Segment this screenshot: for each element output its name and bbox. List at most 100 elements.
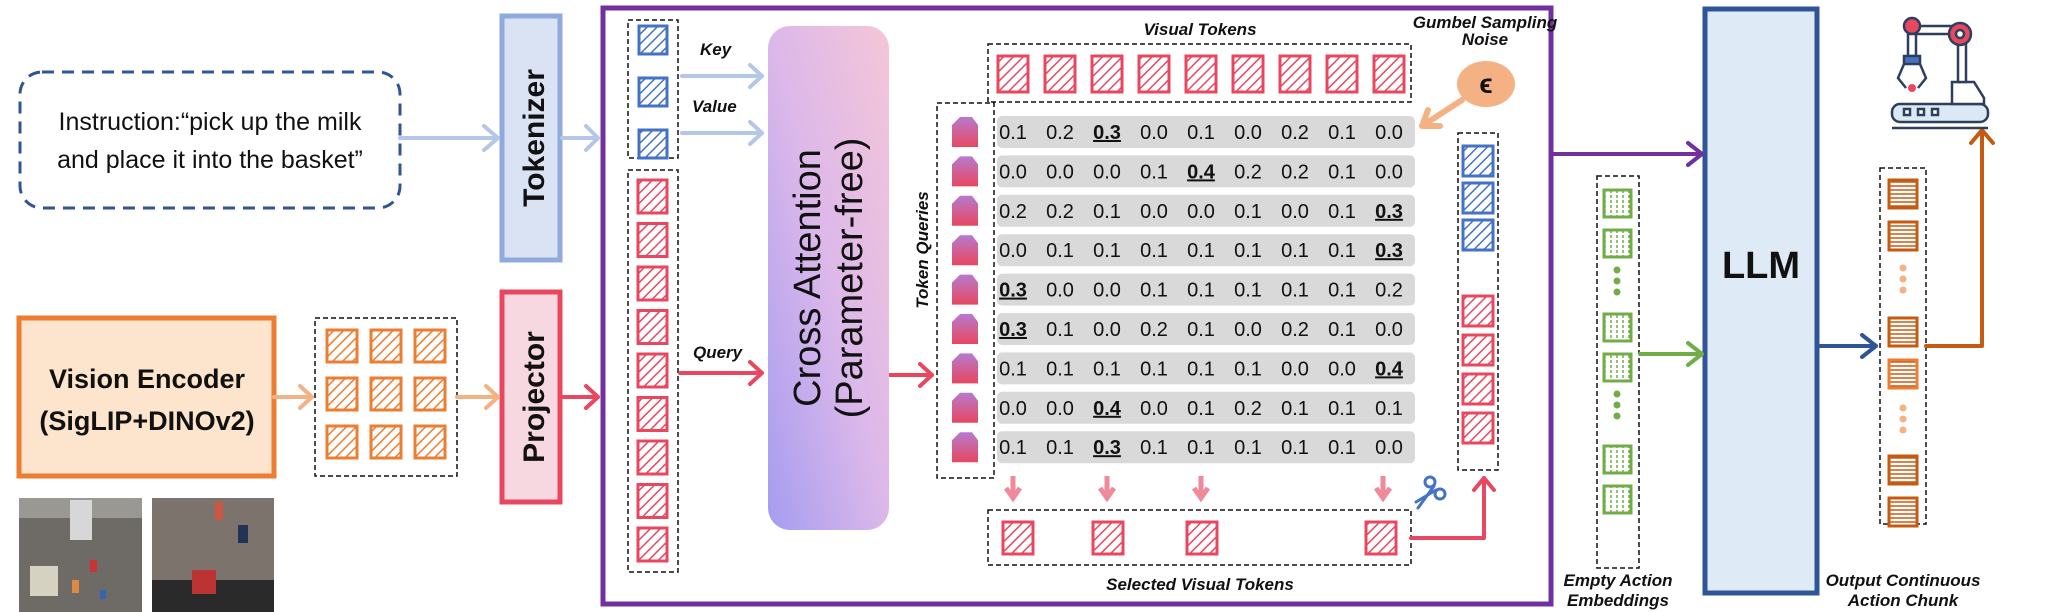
- visual-query-token: [636, 352, 669, 389]
- output-action-token: [1887, 454, 1919, 486]
- matrix-cell: 0.2: [1281, 161, 1309, 183]
- noise-arrow: [1419, 97, 1465, 129]
- empty-action-embedding: [1602, 228, 1633, 259]
- visual-token: [1043, 54, 1077, 94]
- arrows-left: [272, 124, 600, 410]
- projector-label: Projector: [518, 331, 551, 463]
- matrix-cell: 0.0: [1187, 201, 1215, 223]
- matrix-cell-max: 0.4: [1375, 358, 1404, 380]
- image-patch-token: [325, 424, 359, 460]
- token-queries-label: Token Queries: [913, 191, 932, 308]
- ellipsis-dot: [1899, 415, 1907, 423]
- image-patch-token: [413, 424, 447, 460]
- empty-action-embeddings: [1602, 188, 1633, 515]
- visual-query-token: [636, 222, 669, 258]
- selected-visual-token: [1091, 520, 1125, 556]
- visual-token: [1372, 54, 1406, 94]
- matrix-cell: 0.0: [1375, 437, 1403, 459]
- visual-tokens: [996, 54, 1406, 94]
- value-label: Value: [692, 97, 737, 116]
- instruction-box: [18, 70, 402, 210]
- image-patch-token: [413, 376, 447, 412]
- visual-token: [1184, 54, 1218, 94]
- tokenizer-block: [499, 13, 563, 263]
- image-patch-grid: [325, 328, 447, 460]
- token-query: [952, 235, 978, 266]
- empty-action-embedding: [1602, 484, 1633, 515]
- visual-query-token: [636, 396, 669, 432]
- llm-block: [1702, 6, 1820, 596]
- empty-action-embedding: [1602, 188, 1633, 219]
- matrix-cell: 0.0: [999, 161, 1027, 183]
- matrix-cell: 0.2: [1375, 280, 1403, 302]
- matrix-cell: 0.1: [1375, 398, 1403, 420]
- matrix-row: 0.1 0.2 0.3 0.0 0.1 0.0 0.2 0.1 0.0: [997, 116, 1415, 148]
- matrix-row-background: [997, 273, 1415, 306]
- matrix-cell-max: 0.3: [1375, 240, 1403, 262]
- key-label: Key: [700, 40, 733, 59]
- matrix-row: 0.0 0.1 0.1 0.1 0.1 0.1 0.1 0.1 0.3: [997, 234, 1415, 267]
- matrix-cell: 0.1: [1140, 161, 1168, 183]
- ellipsis-dot: [1613, 390, 1621, 398]
- matrix-cell: 0.1: [1328, 319, 1356, 341]
- selected-visual-token: [1461, 333, 1495, 367]
- visual-token: [1090, 54, 1124, 94]
- matrix-cell: 0.0: [1093, 280, 1121, 302]
- matrix-row: 0.2 0.2 0.1 0.0 0.0 0.1 0.0 0.1 0.3: [997, 194, 1415, 227]
- observation-image-wrist: [152, 498, 274, 612]
- text-token: [1461, 218, 1495, 252]
- selected-visual-token: [1461, 372, 1495, 406]
- token-query: [952, 274, 978, 305]
- selected-to-output-arrow: [1409, 476, 1496, 540]
- matrix-cell: 0.1: [1328, 437, 1356, 459]
- visual-token: [1278, 54, 1312, 94]
- visual-query-token: [636, 265, 669, 302]
- matrix-cell: 0.0: [1046, 280, 1074, 302]
- matrix-cell: 0.1: [1187, 280, 1215, 302]
- token-queries: [952, 117, 978, 463]
- epsilon-symbol: ϵ: [1479, 68, 1492, 99]
- matrix-cell: 0.0: [1328, 358, 1356, 380]
- matrix-cell: 0.1: [1187, 437, 1215, 459]
- arrows-right: [1551, 128, 1995, 367]
- matrix-cell: 0.2: [1281, 122, 1309, 144]
- matrix-cell: 0.0: [1375, 122, 1403, 144]
- ellipsis-dot: [1613, 401, 1621, 409]
- matrix-cell: 0.1: [1093, 201, 1121, 223]
- matrix-cell: 0.0: [999, 398, 1027, 420]
- matrix-cell: 0.1: [1234, 201, 1262, 223]
- output-label-line-1: Output Continuous: [1826, 571, 1981, 590]
- matrix-cell: 0.1: [1046, 319, 1074, 341]
- output-action-chunk: [1887, 178, 1919, 528]
- selection-arrows: [1003, 476, 1393, 503]
- matrix-cell: 0.1: [1234, 280, 1262, 302]
- matrix-cell: 0.1: [1187, 319, 1215, 341]
- matrix-cell-max: 0.3: [1093, 437, 1121, 459]
- matrix-cell: 0.2: [999, 201, 1027, 223]
- matrix-cell: 0.0: [1375, 161, 1403, 183]
- matrix-row-background: [997, 155, 1415, 188]
- matrix-cell: 0.1: [1046, 240, 1074, 262]
- ellipsis-dot: [1613, 412, 1621, 420]
- token-query: [952, 195, 978, 226]
- matrix-row-background: [997, 116, 1415, 148]
- text-token: [637, 76, 669, 108]
- gumbel-label-line-1: Gumbel Sampling: [1413, 13, 1558, 32]
- empty-action-embedding: [1602, 444, 1633, 475]
- matrix-cell: 0.1: [999, 437, 1027, 459]
- output-action-token: [1887, 316, 1919, 348]
- visual-query-token: [636, 309, 669, 345]
- matrix-cell: 0.2: [1046, 122, 1074, 144]
- output-action-token: [1887, 496, 1919, 528]
- matrix-cell: 0.1: [1281, 398, 1309, 420]
- matrix-row-background: [997, 194, 1415, 227]
- matrix-row: 0.1 0.1 0.1 0.1 0.1 0.1 0.0 0.0 0.4: [997, 352, 1415, 385]
- selected-visual-tokens-label: Selected Visual Tokens: [1106, 575, 1294, 594]
- matrix-cell: 0.2: [1281, 319, 1309, 341]
- text-token: [637, 24, 669, 56]
- query-label: Query: [693, 343, 744, 362]
- matrix-row-background: [997, 234, 1415, 267]
- matrix-row-background: [997, 313, 1415, 345]
- selected-visual-token: [1185, 520, 1219, 556]
